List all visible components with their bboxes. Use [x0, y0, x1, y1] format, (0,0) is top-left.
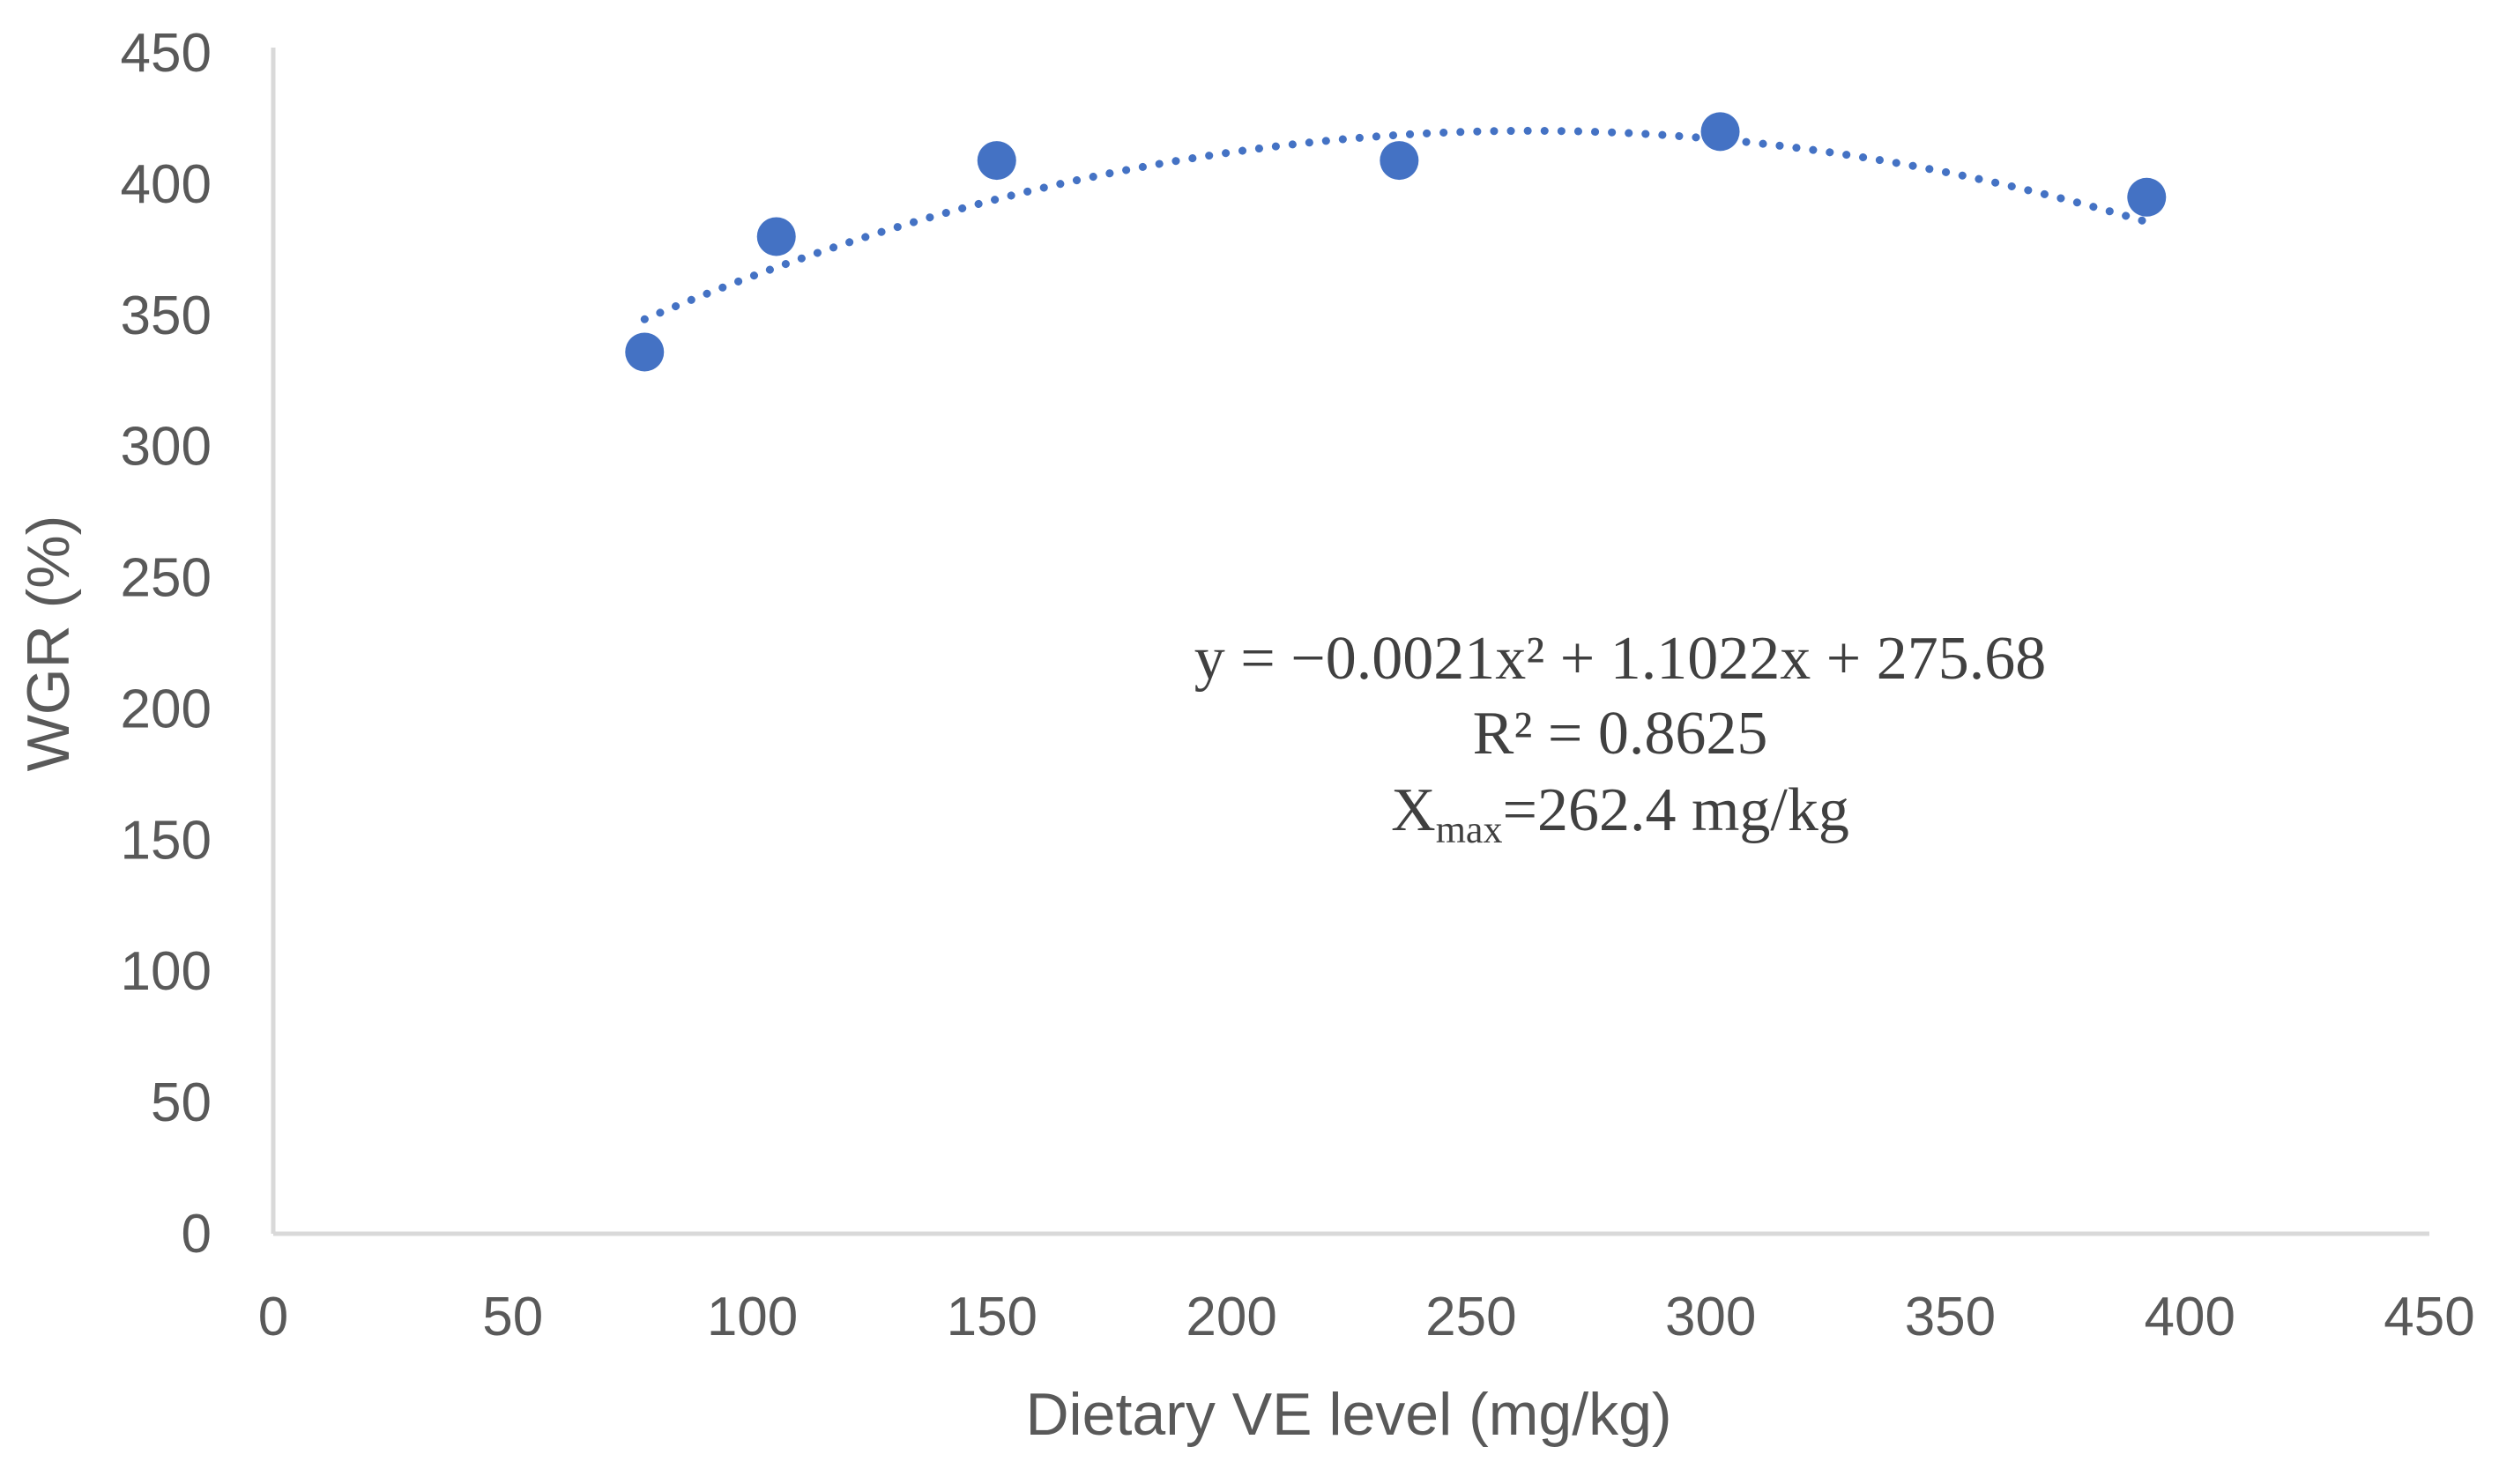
y-tick-label: 150: [121, 810, 212, 871]
data-point: [756, 217, 796, 256]
y-tick-label: 0: [182, 1204, 212, 1265]
y-tick-label: 200: [121, 679, 212, 739]
r-squared-label: R² = 0.8625: [1473, 700, 1768, 768]
x-tick-label: 450: [2384, 1287, 2474, 1347]
xmax-value: =262.4 mg/kg: [1502, 776, 1848, 844]
x-axis-ticks: 0 50 100 150 200 250 300 350 400 450: [258, 1287, 2475, 1347]
x-tick-label: 250: [1425, 1287, 1516, 1347]
xmax-subscript: max: [1436, 808, 1503, 851]
x-tick-label: 50: [482, 1287, 543, 1347]
y-tick-label: 250: [121, 548, 212, 609]
x-tick-label: 100: [707, 1287, 798, 1347]
y-tick-label: 400: [121, 154, 212, 215]
trendline-group: [640, 126, 2151, 323]
data-point: [1700, 112, 1740, 152]
data-point: [1380, 141, 1419, 181]
data-point: [625, 332, 665, 372]
data-point: [977, 141, 1016, 181]
y-tick-label: 300: [121, 417, 212, 478]
xmax-prefix: X: [1391, 776, 1436, 844]
y-tick-label: 350: [121, 286, 212, 346]
x-tick-label: 200: [1186, 1287, 1276, 1347]
y-tick-label: 50: [151, 1072, 212, 1133]
x-tick-label: 350: [1905, 1287, 1996, 1347]
equation-annotation: y = −0.0021x² + 1.1022x + 275.68 R² = 0.…: [1194, 625, 2046, 851]
x-tick-label: 300: [1665, 1287, 1756, 1347]
y-axis-title: WGR (%): [15, 516, 82, 772]
trendline: [640, 126, 2151, 323]
y-axis-ticks: 0 50 100 150 200 250 300 350 400 450: [121, 23, 212, 1265]
y-tick-label: 450: [121, 23, 212, 84]
data-point: [2127, 177, 2167, 217]
trendline-equation: y = −0.0021x² + 1.1022x + 275.68: [1194, 625, 2046, 693]
x-tick-label: 0: [258, 1287, 288, 1347]
x-tick-label: 400: [2144, 1287, 2235, 1347]
data-points: [625, 112, 2167, 372]
x-axis-title: Dietary VE level (mg/kg): [1025, 1381, 1671, 1448]
y-tick-label: 100: [121, 941, 212, 1002]
xmax-label: Xmax=262.4 mg/kg: [1391, 776, 1849, 851]
x-tick-label: 150: [947, 1287, 1038, 1347]
axes: [271, 48, 2429, 1236]
